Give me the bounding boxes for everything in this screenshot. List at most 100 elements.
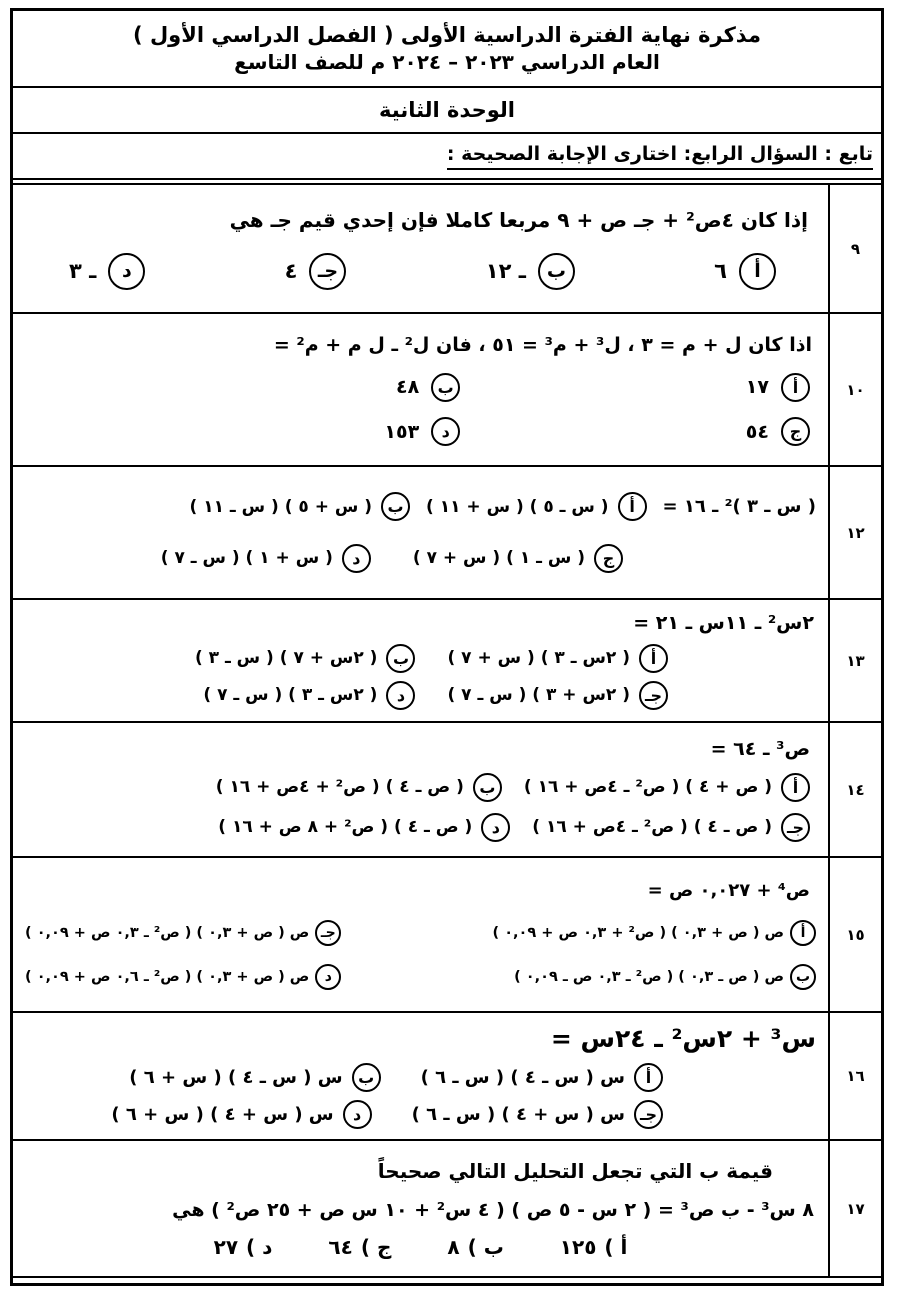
question-number: ١٢ (828, 467, 881, 598)
question-text: ( س ـ ٣ )² ـ ١٦ = (662, 496, 816, 518)
option-text: س ( س + ٤ ) ( س ـ ٦ ) (411, 1103, 625, 1125)
option-b: ب ص ( ص ـ ٠,٣ ) ( ص² ـ ٠,٣ ص ـ ٠,٠٩ ) (514, 964, 816, 991)
option-d: د س ( س + ٤ ) ( س + ٦ ) (111, 1099, 372, 1129)
option-letter-circle: د (431, 417, 461, 447)
option-letter-circle: د (481, 812, 511, 842)
option-a: أ ( س ـ ٥ ) ( س + ١١ ) (426, 492, 647, 522)
option-b: ب ( ص ـ ٤ ) ( ص² + ٤ص + ١٦ ) (216, 772, 502, 802)
option-letter-circle: جـ (309, 252, 347, 290)
question-text: قيمة ب التي تجعل التحليل التالي صحيحاً (377, 1159, 773, 1184)
options-line: ج ( س ـ ١ ) ( س + ٧ ) د ( س + ١ ) ( س ـ … (23, 543, 818, 573)
question-text: ٢س² ـ ١١س ـ ٢١ = (633, 612, 814, 635)
option-d: د ( ٢س ـ ٣ ) ( س ـ ٧ ) (203, 680, 416, 710)
question-number: ١٦ (828, 1013, 881, 1139)
exam-title-line2: العام الدراسي ٢٠٢٣ – ٢٠٢٤ م للصف التاسع (234, 50, 660, 74)
option-letter-circle: جـ (781, 812, 810, 842)
question-cell: ( س ـ ٣ )² ـ ١٦ = أ ( س ـ ٥ ) ( س + ١١ )… (13, 467, 828, 598)
options-line: أ ١٧ ب ٤٨ (23, 372, 818, 402)
option-letter-circle: أ (781, 772, 810, 802)
option-text: س ( س + ٤ ) ( س + ٦ ) (111, 1103, 334, 1125)
option-c: ج ٥٤ (468, 417, 818, 447)
question-row-15: ١٥ ص⁴ + ٠,٠٢٧ ص = أ ص ( ص + ٠,٣ ) ( ص² +… (13, 858, 881, 1013)
question-row-9: ٩ إذا كان ٤ص² + جـ ص + ٩ مربعا كاملا فإن… (13, 183, 881, 314)
option-c: جـ ٤ (284, 252, 347, 290)
option-letter: د ) (246, 1234, 273, 1259)
option-letter-circle: ج (781, 417, 810, 447)
option-letter: ج ) (360, 1234, 392, 1259)
question-number: ١٥ (828, 858, 881, 1011)
exam-header: مذكرة نهاية الفترة الدراسية الأولى ( الف… (13, 11, 881, 88)
option-b: ب ٤٨ (23, 372, 468, 402)
options-line: أ ( ٢س ـ ٣ ) ( س + ٧ ) ب ( ٢س + ٧ ) ( س … (23, 643, 818, 673)
option-letter-circle: ب (431, 372, 461, 402)
option-a: أ ص ( ص + ٠,٣ ) ( ص² + ٠,٣ ص + ٠,٠٩ ) (493, 920, 816, 947)
option-d: د ( ص ـ ٤ ) ( ص² + ٨ ص + ١٦ ) (218, 812, 511, 842)
option-d: د ـ ٣ (69, 252, 146, 290)
option-text: ( ص ـ ٤ ) ( ص² + ٨ ص + ١٦ ) (218, 817, 473, 838)
instruction-row: تابع : السؤال الرابع: اختارى الإجابة الص… (13, 134, 881, 180)
option-text: ـ ٣ (69, 259, 97, 284)
option-text: س ( س ـ ٤ ) ( س ـ ٦ ) (420, 1067, 625, 1089)
option-text: ( ٢س + ٣ ) ( س ـ ٧ ) (447, 685, 630, 706)
option-letter-circle: أ (634, 1063, 663, 1093)
option-text: س ( س ـ ٤ ) ( س + ٦ ) (129, 1067, 343, 1089)
instruction-text: تابع : السؤال الرابع: اختارى الإجابة الص… (446, 143, 873, 170)
option-letter-circle: ب (472, 772, 502, 802)
option-a: أ ( ٢س ـ ٣ ) ( س + ٧ ) (447, 643, 668, 673)
question-number: ١٠ (828, 314, 881, 465)
question-text: إذا كان ٤ص² + جـ ص + ٩ مربعا كاملا فإن إ… (229, 208, 808, 233)
option-d: د ) ٢٧ (214, 1235, 273, 1259)
option-text: ( س ـ ٥ ) ( س + ١١ ) (426, 496, 609, 517)
option-text: ـ ١٢ (485, 259, 526, 284)
option-text: ٤ (284, 259, 298, 284)
question-number: ١٤ (828, 723, 881, 856)
option-text: ( س + ١ ) ( س ـ ٧ ) (160, 548, 333, 569)
exam-title-line1: مذكرة نهاية الفترة الدراسية الأولى ( الف… (133, 23, 761, 47)
option-text: ١٥٣ (384, 420, 420, 443)
unit-title: الوحدة الثانية (13, 88, 881, 134)
option-a: أ ١٧ (468, 372, 818, 402)
option-letter-circle: د (386, 680, 416, 710)
question-number: ١٧ (828, 1141, 881, 1276)
question-and-options-line: ( س ـ ٣ )² ـ ١٦ = أ ( س ـ ٥ ) ( س + ١١ )… (23, 492, 818, 522)
option-letter-circle: ب (537, 252, 575, 290)
question-cell: قيمة ب التي تجعل التحليل التالي صحيحاً ٨… (13, 1141, 828, 1276)
option-text: ( س ـ ١ ) ( س + ٧ ) (412, 548, 585, 569)
option-b: ب ( ٢س + ٧ ) ( س ـ ٣ ) (195, 643, 416, 673)
exam-sheet: مذكرة نهاية الفترة الدراسية الأولى ( الف… (10, 8, 884, 1286)
question-number: ٩ (828, 185, 881, 312)
option-text: ١٧ (745, 376, 769, 399)
question-row-16: ١٦ س³ + ٢س² ـ ٢٤س = أ س ( س ـ ٤ ) ( س ـ … (13, 1013, 881, 1141)
option-letter-circle: ب (351, 1063, 381, 1093)
question-text: اذا كان ل + م = ٣ ، ل³ + م³ = ٥١ ، فان ل… (273, 333, 812, 356)
question-formula: ٨ س³ - ب ص³ = ( ٢ س - ٥ ص ) ( ٤ س² + ١٠ … (172, 1198, 814, 1221)
question-cell: ص³ ـ ٦٤ = أ ( ص + ٤ ) ( ص² ـ ٤ص + ١٦ ) ب… (13, 723, 828, 856)
option-letter-circle: ج (594, 543, 623, 573)
option-text: ص ( ص + ٠,٣ ) ( ص² ـ ٠,٦ ص + ٠,٠٩ ) (25, 969, 310, 986)
option-letter-circle: أ (739, 252, 776, 290)
option-a: أ س ( س ـ ٤ ) ( س ـ ٦ ) (420, 1063, 663, 1093)
options-line: أ ) ١٢٥ ب ) ٨ ج ) ٦٤ د ) ٢٧ (23, 1235, 818, 1259)
options-line: جـ ( ٢س + ٣ ) ( س ـ ٧ ) د ( ٢س ـ ٣ ) ( س… (23, 680, 818, 710)
option-d: د ١٥٣ (23, 417, 468, 447)
option-text: ( ٢س ـ ٣ ) ( س ـ ٧ ) (203, 685, 378, 706)
question-text: ص⁴ + ٠,٠٢٧ ص = (647, 879, 810, 901)
option-text: ٦ (714, 259, 727, 284)
question-cell: اذا كان ل + م = ٣ ، ل³ + م³ = ٥١ ، فان ل… (13, 314, 828, 465)
option-c: ج ) ٦٤ (328, 1235, 391, 1259)
options-line: أ ص ( ص + ٠,٣ ) ( ص² + ٠,٣ ص + ٠,٠٩ ) جـ… (23, 920, 818, 947)
question-row-13: ١٣ ٢س² ـ ١١س ـ ٢١ = أ ( ٢س ـ ٣ ) ( س + ٧… (13, 600, 881, 723)
option-c: ج ( س ـ ١ ) ( س + ٧ ) (412, 543, 623, 573)
options-line: أ ٦ ب ـ ١٢ جـ ٤ د ـ ٣ (23, 252, 818, 290)
question-row-12: ١٢ ( س ـ ٣ )² ـ ١٦ = أ ( س ـ ٥ ) ( س + ١… (13, 467, 881, 600)
option-text: ٨ (447, 1234, 460, 1259)
option-c: جـ ص ( ص + ٠,٣ ) ( ص² ـ ٠,٣ ص + ٠,٠٩ ) (25, 920, 342, 947)
option-text: ( ٢س ـ ٣ ) ( س + ٧ ) (447, 648, 630, 669)
option-letter-circle: د (342, 1099, 372, 1129)
question-cell: ٢س² ـ ١١س ـ ٢١ = أ ( ٢س ـ ٣ ) ( س + ٧ ) … (13, 600, 828, 721)
option-letter-circle: جـ (639, 680, 668, 710)
option-letter-circle: جـ (634, 1099, 663, 1129)
question-row-14: ١٤ ص³ ـ ٦٤ = أ ( ص + ٤ ) ( ص² ـ ٤ص + ١٦ … (13, 723, 881, 858)
option-text: ٦٤ (328, 1234, 353, 1259)
options-line: أ ( ص + ٤ ) ( ص² ـ ٤ص + ١٦ ) ب ( ص ـ ٤ )… (23, 772, 818, 802)
